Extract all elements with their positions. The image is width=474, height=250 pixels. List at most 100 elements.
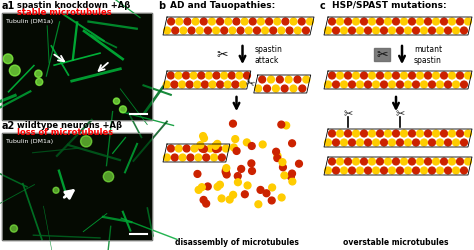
Circle shape [325, 82, 331, 88]
Circle shape [465, 19, 472, 26]
Circle shape [201, 19, 207, 26]
Circle shape [437, 82, 443, 88]
Circle shape [103, 172, 114, 182]
Circle shape [188, 28, 195, 35]
Circle shape [204, 183, 211, 190]
Circle shape [341, 140, 347, 146]
Circle shape [377, 130, 383, 137]
Circle shape [257, 19, 264, 26]
Circle shape [405, 140, 411, 146]
Circle shape [268, 77, 274, 84]
Circle shape [328, 19, 336, 26]
Circle shape [307, 19, 313, 26]
Circle shape [428, 82, 436, 88]
Circle shape [461, 168, 467, 174]
Circle shape [465, 73, 472, 80]
Circle shape [229, 121, 237, 128]
Circle shape [278, 28, 285, 35]
Circle shape [10, 225, 18, 232]
Circle shape [222, 146, 229, 152]
Circle shape [381, 140, 387, 146]
Circle shape [333, 28, 339, 35]
Circle shape [172, 154, 178, 161]
Circle shape [397, 82, 403, 88]
Circle shape [369, 130, 375, 137]
Circle shape [226, 196, 233, 203]
Circle shape [337, 19, 343, 26]
Circle shape [180, 28, 187, 35]
Circle shape [409, 73, 415, 80]
Circle shape [199, 146, 206, 152]
Circle shape [279, 159, 286, 166]
Circle shape [269, 184, 275, 191]
Circle shape [187, 154, 194, 161]
Circle shape [281, 86, 288, 92]
Circle shape [401, 130, 407, 137]
Circle shape [255, 86, 262, 92]
Circle shape [294, 77, 301, 84]
Circle shape [203, 154, 210, 161]
Circle shape [266, 19, 273, 26]
Circle shape [257, 187, 264, 194]
Circle shape [405, 82, 411, 88]
Circle shape [365, 168, 372, 174]
Circle shape [437, 28, 443, 35]
Circle shape [337, 130, 343, 137]
Circle shape [433, 158, 439, 165]
Text: loss of microtubules: loss of microtubules [17, 128, 113, 136]
Circle shape [171, 82, 178, 88]
Circle shape [276, 77, 283, 84]
Circle shape [215, 146, 221, 152]
Circle shape [445, 168, 451, 174]
Circle shape [283, 122, 290, 129]
Circle shape [325, 28, 331, 35]
Circle shape [254, 28, 260, 35]
Circle shape [348, 82, 356, 88]
Circle shape [264, 86, 271, 92]
Circle shape [461, 140, 467, 146]
Circle shape [191, 146, 198, 152]
Circle shape [384, 19, 392, 26]
Circle shape [409, 19, 415, 26]
Circle shape [203, 200, 210, 207]
Circle shape [194, 171, 201, 178]
Circle shape [232, 82, 239, 88]
Circle shape [437, 168, 443, 174]
Circle shape [369, 158, 375, 165]
Circle shape [456, 158, 464, 165]
Circle shape [428, 168, 436, 174]
Bar [2, 14, 152, 120]
Circle shape [223, 172, 230, 178]
Circle shape [328, 158, 336, 165]
Circle shape [222, 167, 229, 174]
Circle shape [441, 158, 447, 165]
Text: ✂: ✂ [376, 48, 388, 62]
Circle shape [369, 19, 375, 26]
Circle shape [428, 140, 436, 146]
Circle shape [456, 19, 464, 26]
Circle shape [412, 82, 419, 88]
Text: wildtype neurons +Aβ: wildtype neurons +Aβ [17, 120, 122, 130]
Circle shape [461, 28, 467, 35]
Circle shape [409, 158, 415, 165]
Circle shape [345, 19, 351, 26]
Circle shape [441, 19, 447, 26]
Circle shape [453, 82, 459, 88]
Circle shape [392, 19, 400, 26]
Circle shape [453, 140, 459, 146]
Circle shape [172, 28, 179, 35]
Circle shape [348, 168, 356, 174]
Circle shape [377, 19, 383, 26]
Circle shape [433, 130, 439, 137]
Circle shape [213, 73, 220, 80]
Circle shape [353, 19, 359, 26]
Circle shape [348, 140, 356, 146]
Circle shape [361, 130, 367, 137]
Circle shape [433, 73, 439, 80]
Circle shape [278, 122, 285, 128]
Circle shape [235, 179, 241, 186]
Circle shape [274, 19, 281, 26]
Circle shape [195, 154, 202, 161]
Circle shape [207, 146, 214, 152]
Circle shape [274, 155, 281, 162]
